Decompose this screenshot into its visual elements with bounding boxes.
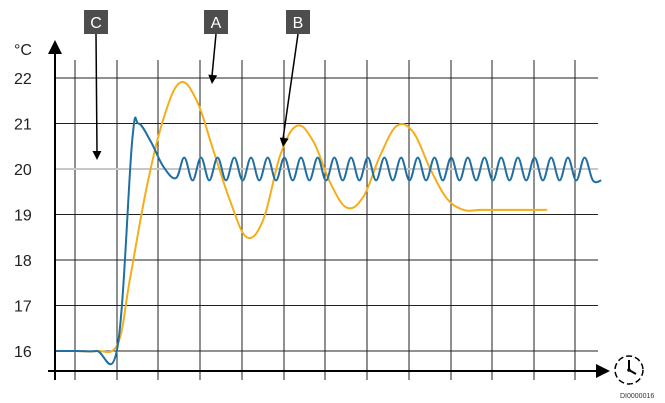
callout-c: C — [84, 10, 108, 160]
y-tick-label: 18 — [14, 253, 32, 270]
callout-label: A — [211, 15, 222, 32]
y-tick-label: 22 — [14, 71, 32, 88]
callout-leader — [211, 33, 217, 77]
y-axis-arrow — [48, 40, 62, 54]
y-axis-unit: °C — [14, 42, 32, 59]
y-tick-label: 21 — [14, 117, 32, 134]
series-line-b — [54, 116, 602, 366]
callout-leader — [95, 33, 98, 153]
y-tick-label: 16 — [14, 344, 32, 361]
callout-box — [204, 10, 228, 34]
callout-label: C — [90, 15, 102, 32]
series-layer — [54, 80, 602, 366]
callout-arrowhead — [92, 150, 102, 160]
callout-label: B — [293, 15, 304, 32]
y-tick-labels: 16 17 18 19 20 21 22 — [14, 71, 32, 361]
callout-b: B — [279, 10, 310, 147]
callout-arrowhead — [279, 137, 289, 147]
callout-a: A — [204, 10, 228, 84]
y-tick-label: 20 — [14, 162, 32, 179]
callout-box — [286, 10, 310, 34]
figure-code: DI0000016 — [620, 393, 654, 400]
y-tick-label: 19 — [14, 208, 32, 225]
callout-arrowhead — [208, 74, 218, 84]
clock-icon — [614, 355, 644, 385]
callout-leader — [282, 33, 299, 140]
x-axis-arrow — [596, 364, 610, 378]
series-line-a — [54, 80, 548, 354]
y-tick-label: 17 — [14, 299, 32, 316]
callout-box — [84, 10, 108, 34]
grid — [55, 60, 598, 380]
callouts: A B C — [84, 10, 310, 160]
axes — [48, 40, 610, 380]
